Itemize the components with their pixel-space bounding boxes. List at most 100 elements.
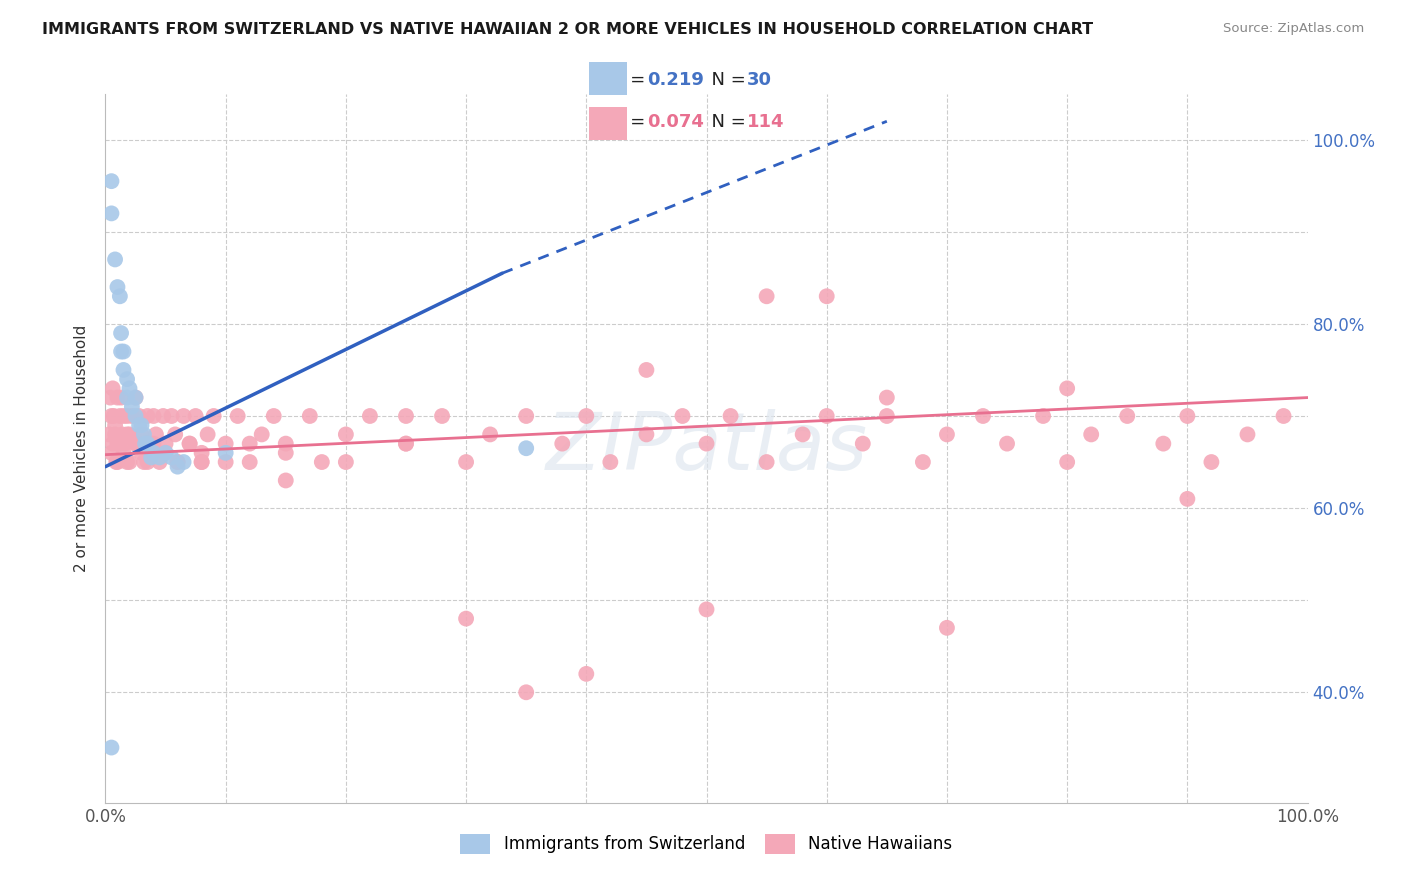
Point — [160, 450, 183, 465]
Point — [1080, 427, 1102, 442]
Point — [479, 427, 502, 442]
Point — [124, 409, 146, 423]
Point — [139, 436, 162, 450]
Point — [636, 363, 658, 377]
Point — [101, 436, 124, 450]
Bar — [589, 62, 627, 95]
Y-axis label: 2 or more Vehicles in Household: 2 or more Vehicles in Household — [75, 325, 90, 572]
Point — [155, 446, 177, 460]
Point — [115, 391, 138, 405]
Point — [101, 381, 124, 395]
Point — [815, 409, 838, 423]
Point — [100, 174, 122, 188]
Point — [107, 455, 129, 469]
Point — [335, 455, 357, 469]
Point — [112, 344, 135, 359]
Point — [108, 289, 131, 303]
Point — [250, 427, 273, 442]
Point — [112, 363, 135, 377]
Point — [359, 409, 381, 423]
Point — [852, 436, 875, 450]
Point — [100, 206, 122, 220]
Point — [142, 436, 165, 450]
Point — [155, 446, 177, 460]
Point — [214, 446, 236, 460]
Point — [936, 621, 959, 635]
Text: N =: N = — [700, 113, 752, 131]
Point — [298, 409, 321, 423]
Point — [166, 459, 188, 474]
Point — [190, 455, 212, 469]
Point — [179, 436, 201, 450]
Point — [136, 436, 159, 450]
Point — [112, 446, 135, 460]
Point — [148, 455, 170, 469]
Point — [671, 409, 693, 423]
Text: IMMIGRANTS FROM SWITZERLAND VS NATIVE HAWAIIAN 2 OR MORE VEHICLES IN HOUSEHOLD C: IMMIGRANTS FROM SWITZERLAND VS NATIVE HA… — [42, 22, 1094, 37]
Point — [1116, 409, 1139, 423]
Point — [239, 455, 262, 469]
Point — [115, 455, 138, 469]
Point — [311, 455, 333, 469]
Point — [139, 450, 162, 465]
Point — [114, 436, 136, 450]
Point — [131, 446, 153, 460]
Point — [132, 455, 155, 469]
Point — [98, 427, 121, 442]
Point — [1236, 427, 1258, 442]
Point — [155, 436, 177, 450]
Point — [972, 409, 994, 423]
Point — [112, 409, 135, 423]
Point — [636, 427, 658, 442]
Point — [108, 436, 131, 450]
Point — [121, 400, 143, 414]
Point — [104, 252, 127, 267]
Point — [115, 372, 138, 386]
Point — [197, 427, 219, 442]
Point — [876, 391, 898, 405]
Point — [190, 455, 212, 469]
Point — [599, 455, 621, 469]
Point — [995, 436, 1018, 450]
Point — [118, 381, 141, 395]
Point — [515, 685, 537, 699]
Text: R =: R = — [612, 113, 651, 131]
Point — [755, 455, 778, 469]
Point — [121, 409, 143, 423]
Point — [876, 409, 898, 423]
Point — [124, 391, 146, 405]
Point — [214, 455, 236, 469]
Point — [179, 436, 201, 450]
Point — [98, 391, 121, 405]
Point — [166, 455, 188, 469]
Point — [335, 427, 357, 442]
Point — [696, 602, 718, 616]
Point — [104, 427, 127, 442]
Point — [1177, 491, 1199, 506]
Text: 114: 114 — [747, 113, 785, 131]
Point — [720, 409, 742, 423]
Point — [911, 455, 934, 469]
Point — [105, 455, 128, 469]
Bar — [589, 107, 627, 140]
Point — [936, 427, 959, 442]
Text: N =: N = — [700, 71, 752, 89]
Point — [755, 289, 778, 303]
Point — [202, 409, 225, 423]
Point — [173, 409, 195, 423]
Point — [107, 280, 129, 294]
Point — [1152, 436, 1174, 450]
Point — [100, 409, 122, 423]
Point — [184, 409, 207, 423]
Point — [430, 409, 453, 423]
Point — [103, 409, 125, 423]
Point — [142, 409, 165, 423]
Text: 30: 30 — [747, 71, 772, 89]
Point — [395, 436, 418, 450]
Point — [792, 427, 814, 442]
Point — [456, 612, 478, 626]
Point — [145, 427, 167, 442]
Point — [1032, 409, 1054, 423]
Text: 0.219: 0.219 — [647, 71, 703, 89]
Point — [110, 391, 132, 405]
